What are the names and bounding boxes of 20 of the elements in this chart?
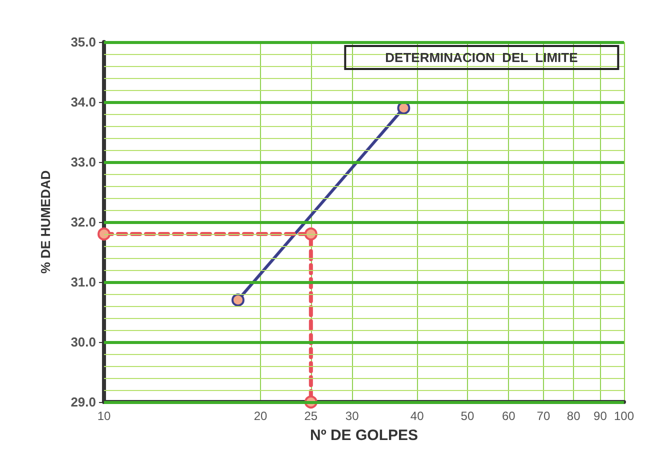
y-tick-label: 33.0 [70, 154, 96, 170]
y-tick-label: 35.0 [70, 34, 96, 50]
x-tick-label: 90 [594, 409, 608, 423]
x-tick-label: 80 [566, 409, 581, 423]
y-tick-label: 34.0 [70, 94, 96, 110]
y-axis-title: % DE HUMEDAD [38, 170, 53, 274]
x-tick-label: 50 [460, 409, 474, 423]
y-tick-label: 29.0 [70, 394, 96, 410]
y-tick-label: 31.0 [70, 274, 96, 290]
x-tick-label: 40 [410, 409, 424, 423]
x-axis-title: Nº DE GOLPES [310, 427, 418, 444]
x-tick-label: 25 [304, 409, 318, 423]
x-tick-label: 20 [254, 409, 268, 423]
y-tick-label: 32.0 [70, 214, 96, 230]
x-tick-label: 10 [97, 409, 111, 423]
x-tick-label: 60 [502, 409, 516, 423]
x-tick-label: 70 [536, 409, 550, 423]
x-tick-label: 30 [345, 409, 360, 423]
x-tick-label: 100 [614, 409, 634, 423]
y-tick-label: 30.0 [70, 334, 96, 350]
